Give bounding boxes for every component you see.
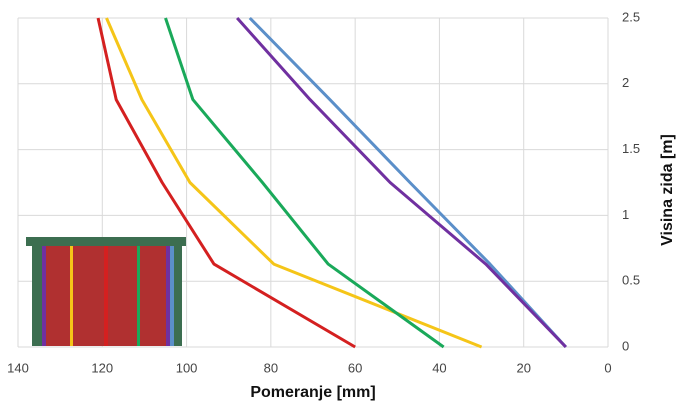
x-tick-label: 40 [432,360,446,375]
x-tick-label: 20 [516,360,530,375]
wall-stripe [137,244,140,346]
y-tick-label: 1 [622,207,629,222]
data-line [164,17,445,349]
wall-stripe [42,244,46,346]
y-tick-label: 0.5 [622,273,640,288]
y-axis-title: Visina zida [m] [659,134,676,246]
wall-stripe [170,244,174,346]
data-line [236,17,567,349]
wall-stripe [166,244,170,346]
data-line [248,16,567,349]
wall-stripe [70,244,73,346]
wall-stripe [104,244,108,346]
x-tick-label: 100 [176,360,198,375]
wall-edge [32,244,42,346]
x-tick-label: 80 [264,360,278,375]
y-tick-label: 1.5 [622,141,640,156]
x-tick-label: 120 [91,360,113,375]
y-tick-label: 2.5 [622,9,640,24]
wall-cap [26,237,186,246]
x-tick-label: 140 [7,360,29,375]
lines [96,16,567,349]
data-line [105,17,483,349]
x-axis-title: Pomeranje [mm] [250,384,375,401]
y-tick-label: 2 [622,75,629,90]
wall-icon [26,237,186,346]
data-line [96,17,356,349]
wall-edge [174,244,182,346]
x-tick-label: 0 [604,360,611,375]
y-tick-label: 0 [622,338,629,353]
x-tick-label: 60 [348,360,362,375]
